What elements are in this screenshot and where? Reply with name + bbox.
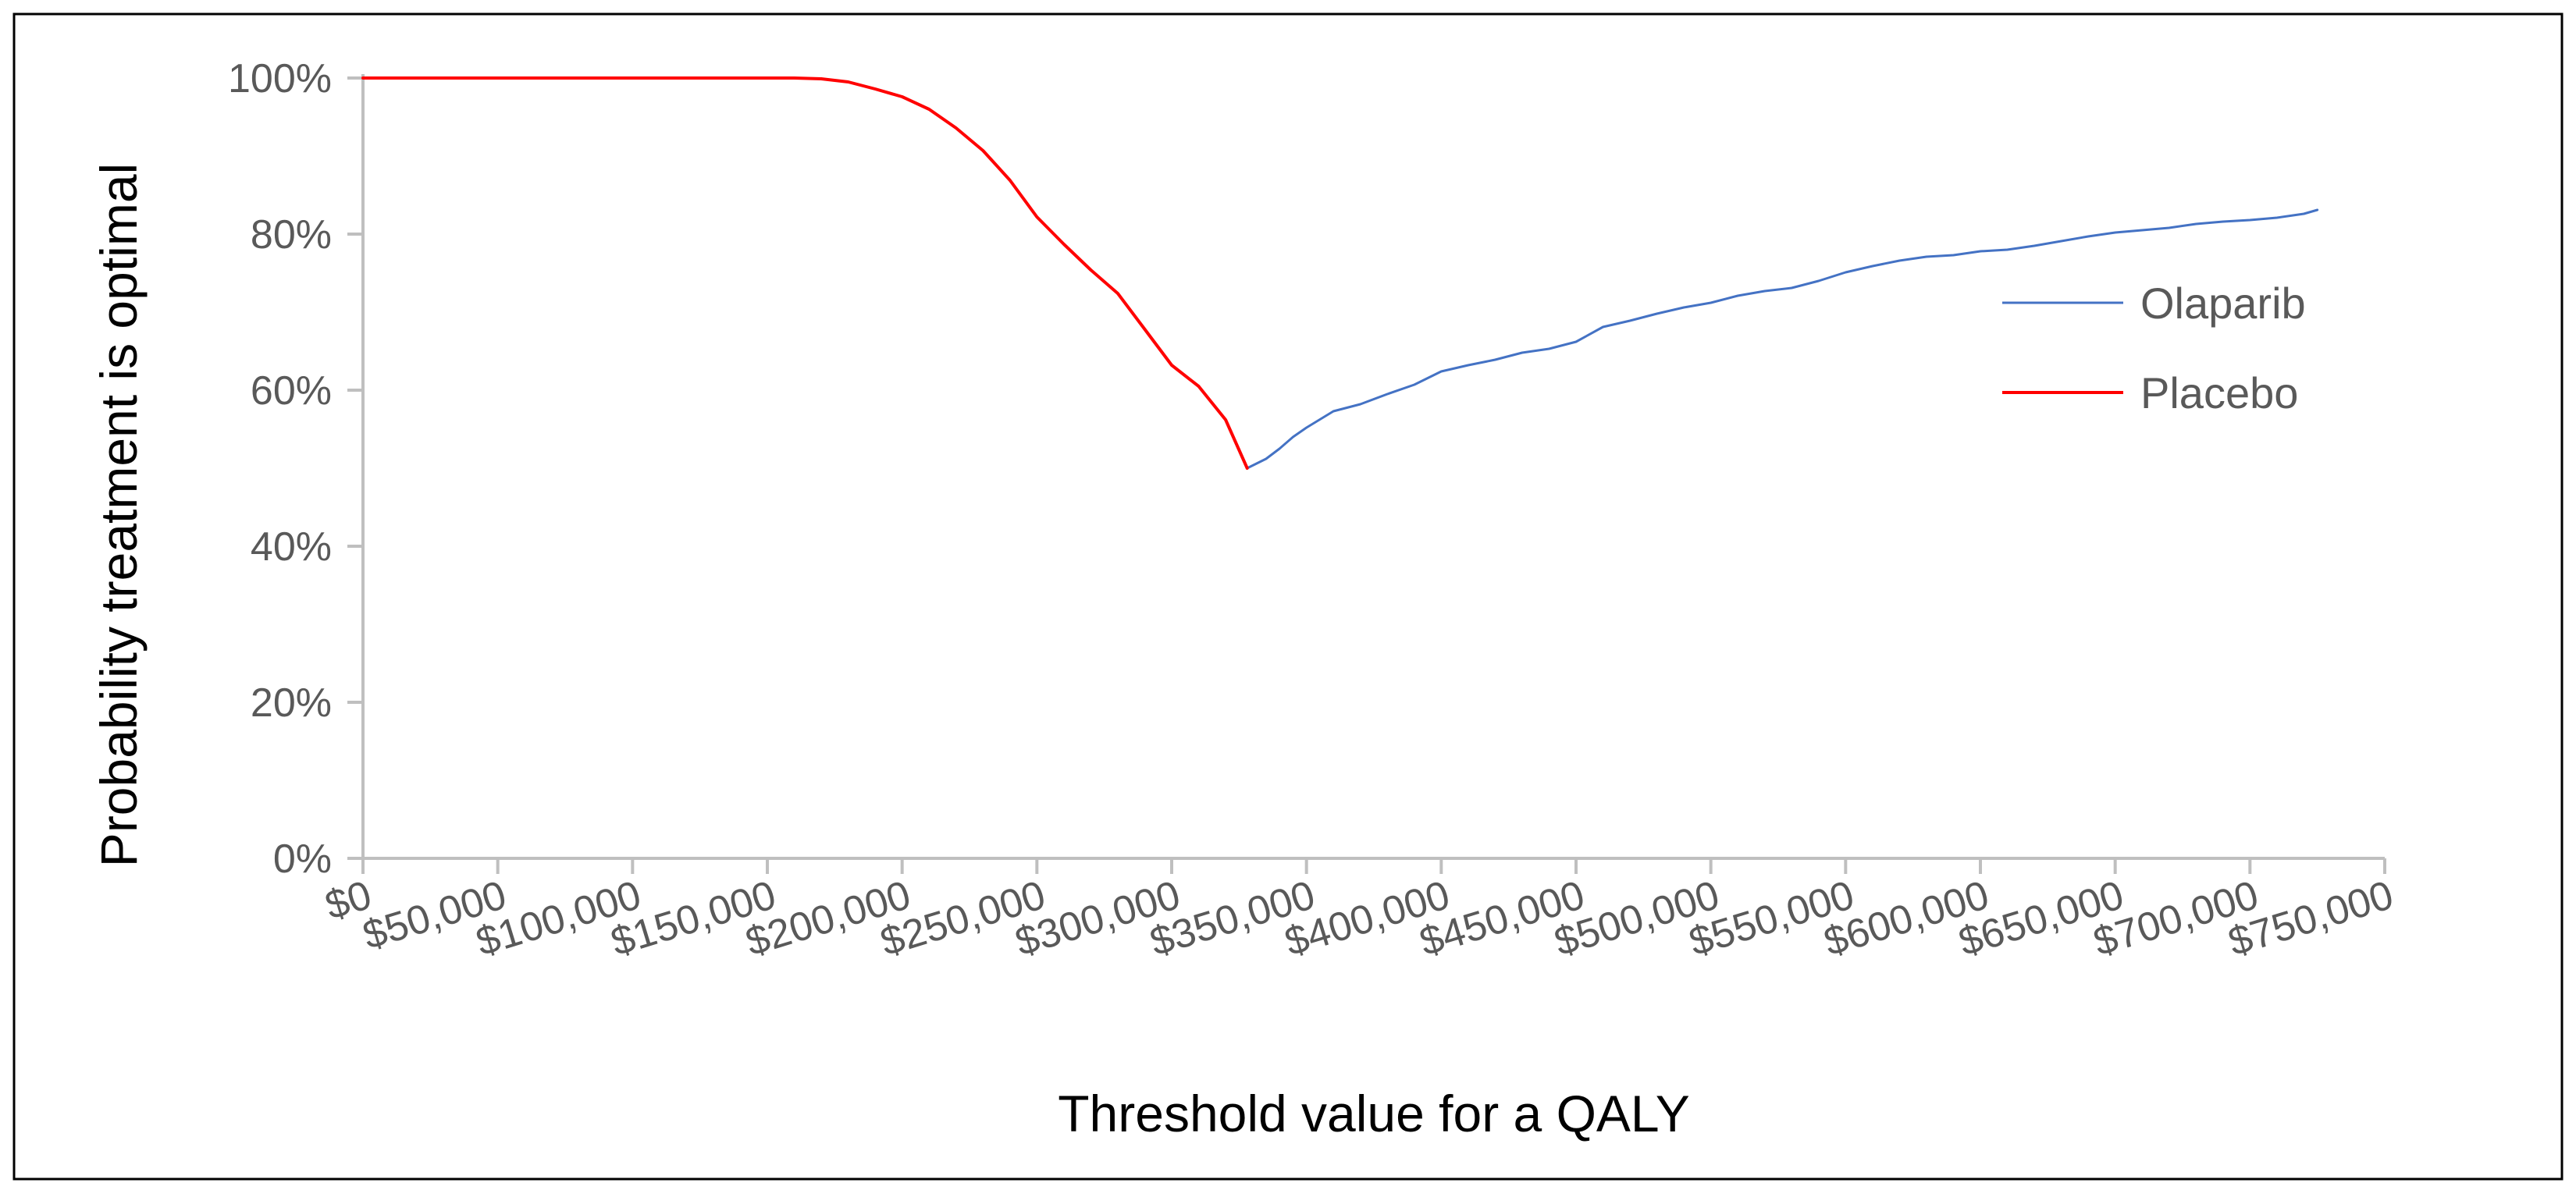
series-layer bbox=[361, 76, 2319, 470]
legend-label-placebo: Placebo bbox=[2140, 368, 2298, 417]
series-line-placebo bbox=[361, 76, 1249, 470]
y-tick-label: 60% bbox=[251, 368, 332, 414]
y-tick-label: 80% bbox=[251, 212, 332, 258]
figure-border bbox=[12, 12, 2564, 1181]
y-ticks: 0% 20% 40% 60% 80% 100% bbox=[228, 56, 363, 882]
legend-label-olaparib: Olaparib bbox=[2140, 279, 2306, 328]
legend: Olaparib Placebo bbox=[2002, 279, 2306, 417]
y-tick-label: 100% bbox=[228, 56, 332, 101]
series-line-olaparib bbox=[1246, 208, 2319, 470]
y-tick-label: 0% bbox=[273, 836, 332, 882]
y-tick-label: 40% bbox=[251, 524, 332, 570]
y-tick-label: 20% bbox=[251, 680, 332, 726]
x-axis-title: Threshold value for a QALY bbox=[1058, 1085, 1690, 1142]
y-axis-title: Probability treatment is optimal bbox=[90, 163, 148, 867]
